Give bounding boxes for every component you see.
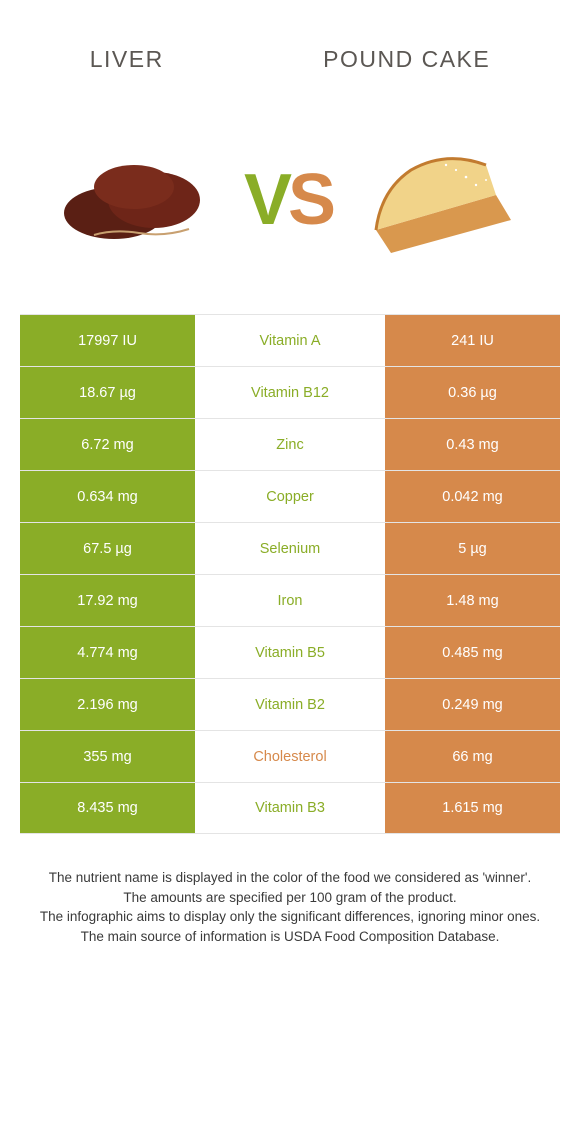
title-bar: Liver Pound cake [0, 0, 580, 90]
left-food-title: Liver [90, 46, 164, 73]
left-value: 2.196 mg [20, 679, 195, 730]
left-value: 18.67 µg [20, 367, 195, 418]
table-row: 17.92 mgIron1.48 mg [20, 574, 560, 626]
right-food-title: Pound cake [323, 46, 490, 73]
footnote-line: The nutrient name is displayed in the co… [30, 868, 550, 888]
vs-letter-s: S [288, 164, 336, 236]
vs-letter-v: V [244, 164, 292, 236]
left-value: 0.634 mg [20, 471, 195, 522]
right-value: 5 µg [385, 523, 560, 574]
table-row: 4.774 mgVitamin B50.485 mg [20, 626, 560, 678]
table-row: 2.196 mgVitamin B20.249 mg [20, 678, 560, 730]
left-value: 6.72 mg [20, 419, 195, 470]
right-value: 0.43 mg [385, 419, 560, 470]
table-row: 17997 IUVitamin A241 IU [20, 314, 560, 366]
nutrient-label: Copper [195, 471, 385, 522]
right-value: 0.042 mg [385, 471, 560, 522]
nutrient-label: Vitamin B3 [195, 783, 385, 833]
right-value: 0.36 µg [385, 367, 560, 418]
nutrient-label: Vitamin B2 [195, 679, 385, 730]
nutrient-label: Vitamin A [195, 315, 385, 366]
nutrient-label: Iron [195, 575, 385, 626]
table-row: 18.67 µgVitamin B120.36 µg [20, 366, 560, 418]
vs-label: V S [244, 164, 336, 236]
footnote: The nutrient name is displayed in the co… [30, 868, 550, 946]
left-value: 67.5 µg [20, 523, 195, 574]
nutrient-label: Selenium [195, 523, 385, 574]
right-value: 1.615 mg [385, 783, 560, 833]
left-value: 17997 IU [20, 315, 195, 366]
right-value: 241 IU [385, 315, 560, 366]
footnote-line: The amounts are specified per 100 gram o… [30, 888, 550, 908]
right-food-image [356, 125, 526, 275]
left-value: 8.435 mg [20, 783, 195, 833]
table-row: 6.72 mgZinc0.43 mg [20, 418, 560, 470]
table-row: 355 mgCholesterol66 mg [20, 730, 560, 782]
nutrient-label: Cholesterol [195, 731, 385, 782]
table-row: 67.5 µgSelenium5 µg [20, 522, 560, 574]
nutrient-label: Zinc [195, 419, 385, 470]
right-value: 66 mg [385, 731, 560, 782]
left-food-image [54, 125, 224, 275]
footnote-line: The infographic aims to display only the… [30, 907, 550, 927]
table-row: 8.435 mgVitamin B31.615 mg [20, 782, 560, 834]
left-value: 17.92 mg [20, 575, 195, 626]
nutrient-table: 17997 IUVitamin A241 IU18.67 µgVitamin B… [20, 314, 560, 834]
hero-row: V S [0, 100, 580, 300]
nutrient-label: Vitamin B12 [195, 367, 385, 418]
table-row: 0.634 mgCopper0.042 mg [20, 470, 560, 522]
left-value: 355 mg [20, 731, 195, 782]
right-value: 0.485 mg [385, 627, 560, 678]
nutrient-label: Vitamin B5 [195, 627, 385, 678]
right-value: 0.249 mg [385, 679, 560, 730]
right-value: 1.48 mg [385, 575, 560, 626]
left-value: 4.774 mg [20, 627, 195, 678]
footnote-line: The main source of information is USDA F… [30, 927, 550, 947]
